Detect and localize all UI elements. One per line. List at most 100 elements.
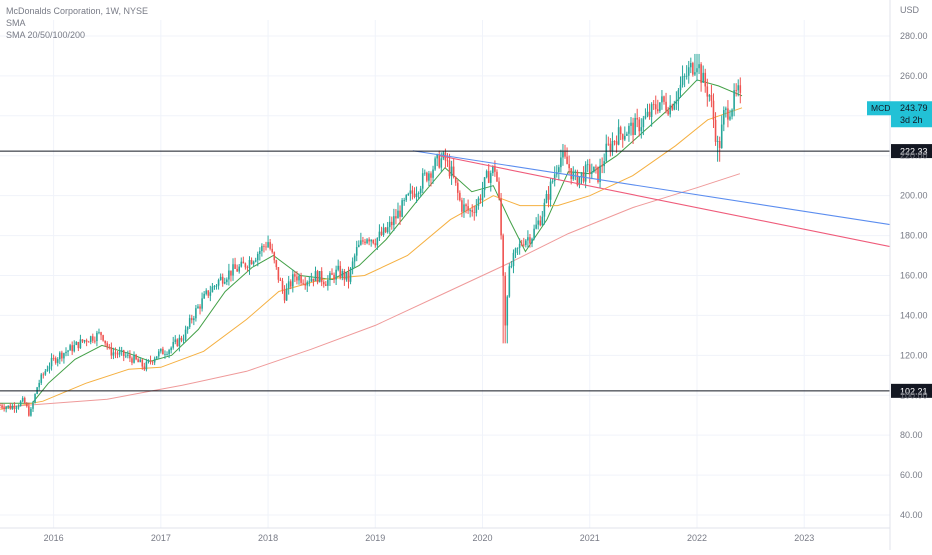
- candle-body: [512, 252, 515, 267]
- candle-body: [716, 141, 719, 142]
- time-axis[interactable]: 2016 2017 2018 2019 2020 2021 2022 2023: [0, 527, 890, 543]
- candle-body: [679, 84, 682, 91]
- candle-body: [67, 350, 69, 352]
- candle-body: [533, 228, 535, 239]
- candle-body: [535, 224, 537, 229]
- legend: McDonalds Corporation, 1W, NYSE SMA SMA …: [6, 5, 148, 41]
- candle-body: [584, 164, 587, 182]
- horizontal-levels[interactable]: 222.33 102.21: [0, 144, 932, 398]
- candle-body: [390, 221, 393, 226]
- candle-body: [669, 105, 671, 115]
- candle-body: [217, 280, 220, 286]
- candle-body: [351, 261, 354, 269]
- candle-body: [593, 166, 595, 173]
- candle-body: [40, 374, 43, 383]
- candle-body: [681, 76, 684, 85]
- bar-countdown: 3d 2h: [900, 115, 923, 125]
- candle-body: [34, 393, 36, 403]
- candle-body: [657, 109, 659, 112]
- candle-body: [32, 402, 34, 409]
- candle-body: [48, 366, 51, 370]
- candle-body: [568, 164, 570, 169]
- candle-body: [463, 204, 465, 212]
- candle-body: [1, 405, 3, 408]
- candle-body: [219, 276, 222, 281]
- candle-body: [56, 359, 59, 363]
- candle-body: [459, 192, 461, 201]
- candle-body: [143, 366, 146, 370]
- candle-body: [638, 119, 641, 132]
- candle-body: [432, 169, 434, 178]
- candle-body: [277, 267, 280, 280]
- candle-body: [386, 227, 389, 233]
- candle-body: [683, 75, 686, 77]
- candle-body: [652, 104, 655, 106]
- candle-body: [155, 356, 158, 359]
- horizontal-level-tag: [891, 144, 932, 159]
- candle-body: [720, 124, 723, 148]
- candle-body: [203, 293, 205, 299]
- candle-body: [525, 240, 527, 245]
- candle-body: [423, 172, 426, 174]
- candle-body: [737, 85, 740, 91]
- candle-body: [461, 200, 463, 212]
- candle-body: [75, 341, 78, 345]
- candle-body: [558, 167, 560, 173]
- candle-body: [667, 110, 669, 115]
- trendlines[interactable]: [412, 150, 891, 248]
- time-tick-label: 2021: [580, 533, 600, 543]
- price-axis[interactable]: USD 40.00 60.00 80.00 100.00 120.00 140.00 160…: [889, 0, 928, 550]
- candle-body: [9, 405, 12, 410]
- candle-body: [498, 181, 500, 199]
- candle-body: [188, 318, 191, 327]
- candle-body: [209, 292, 212, 296]
- candle-body: [254, 260, 257, 262]
- candle-body: [671, 105, 674, 110]
- candle-body: [201, 298, 203, 309]
- candle-body: [434, 158, 436, 170]
- time-tick-label: 2022: [687, 533, 707, 543]
- candle-body: [588, 164, 591, 174]
- last-price-value: 243.79: [900, 103, 928, 113]
- legend-indicator: SMA: [6, 18, 26, 28]
- candle-body: [339, 265, 342, 278]
- trendline[interactable]: [439, 155, 891, 248]
- candle-body: [446, 160, 449, 162]
- candle-body: [160, 348, 162, 352]
- candle-body: [376, 237, 379, 246]
- candle-body: [395, 216, 397, 219]
- candle-body: [700, 64, 702, 83]
- candle-body: [81, 339, 84, 342]
- candle-body: [73, 344, 76, 352]
- candle-body: [355, 247, 358, 256]
- candle-body: [318, 271, 321, 283]
- candle-body: [83, 340, 86, 342]
- candle-body: [5, 407, 7, 410]
- candle-body: [504, 275, 507, 326]
- candle-body: [120, 350, 123, 352]
- price-tick-label: 140.00: [900, 310, 928, 320]
- candle-body: [487, 171, 490, 183]
- candle-body: [388, 221, 391, 228]
- candle-body: [283, 290, 286, 301]
- candle-body: [184, 329, 187, 340]
- candle-body: [59, 352, 61, 360]
- horizontal-level-tag: [891, 383, 932, 398]
- candle-body: [654, 104, 657, 110]
- candle-body: [223, 282, 226, 284]
- candle-body: [543, 202, 546, 217]
- candle-body: [675, 100, 678, 105]
- candle-body: [11, 406, 14, 410]
- candle-body: [430, 173, 432, 178]
- candle-body: [312, 278, 315, 282]
- trendline[interactable]: [412, 150, 891, 226]
- candle-body: [407, 193, 410, 195]
- candle-body: [685, 75, 688, 77]
- time-tick-label: 2017: [151, 533, 171, 543]
- candle-body: [729, 116, 731, 120]
- candle-body: [271, 248, 273, 253]
- candle-body: [628, 125, 630, 134]
- candle-body: [337, 265, 339, 270]
